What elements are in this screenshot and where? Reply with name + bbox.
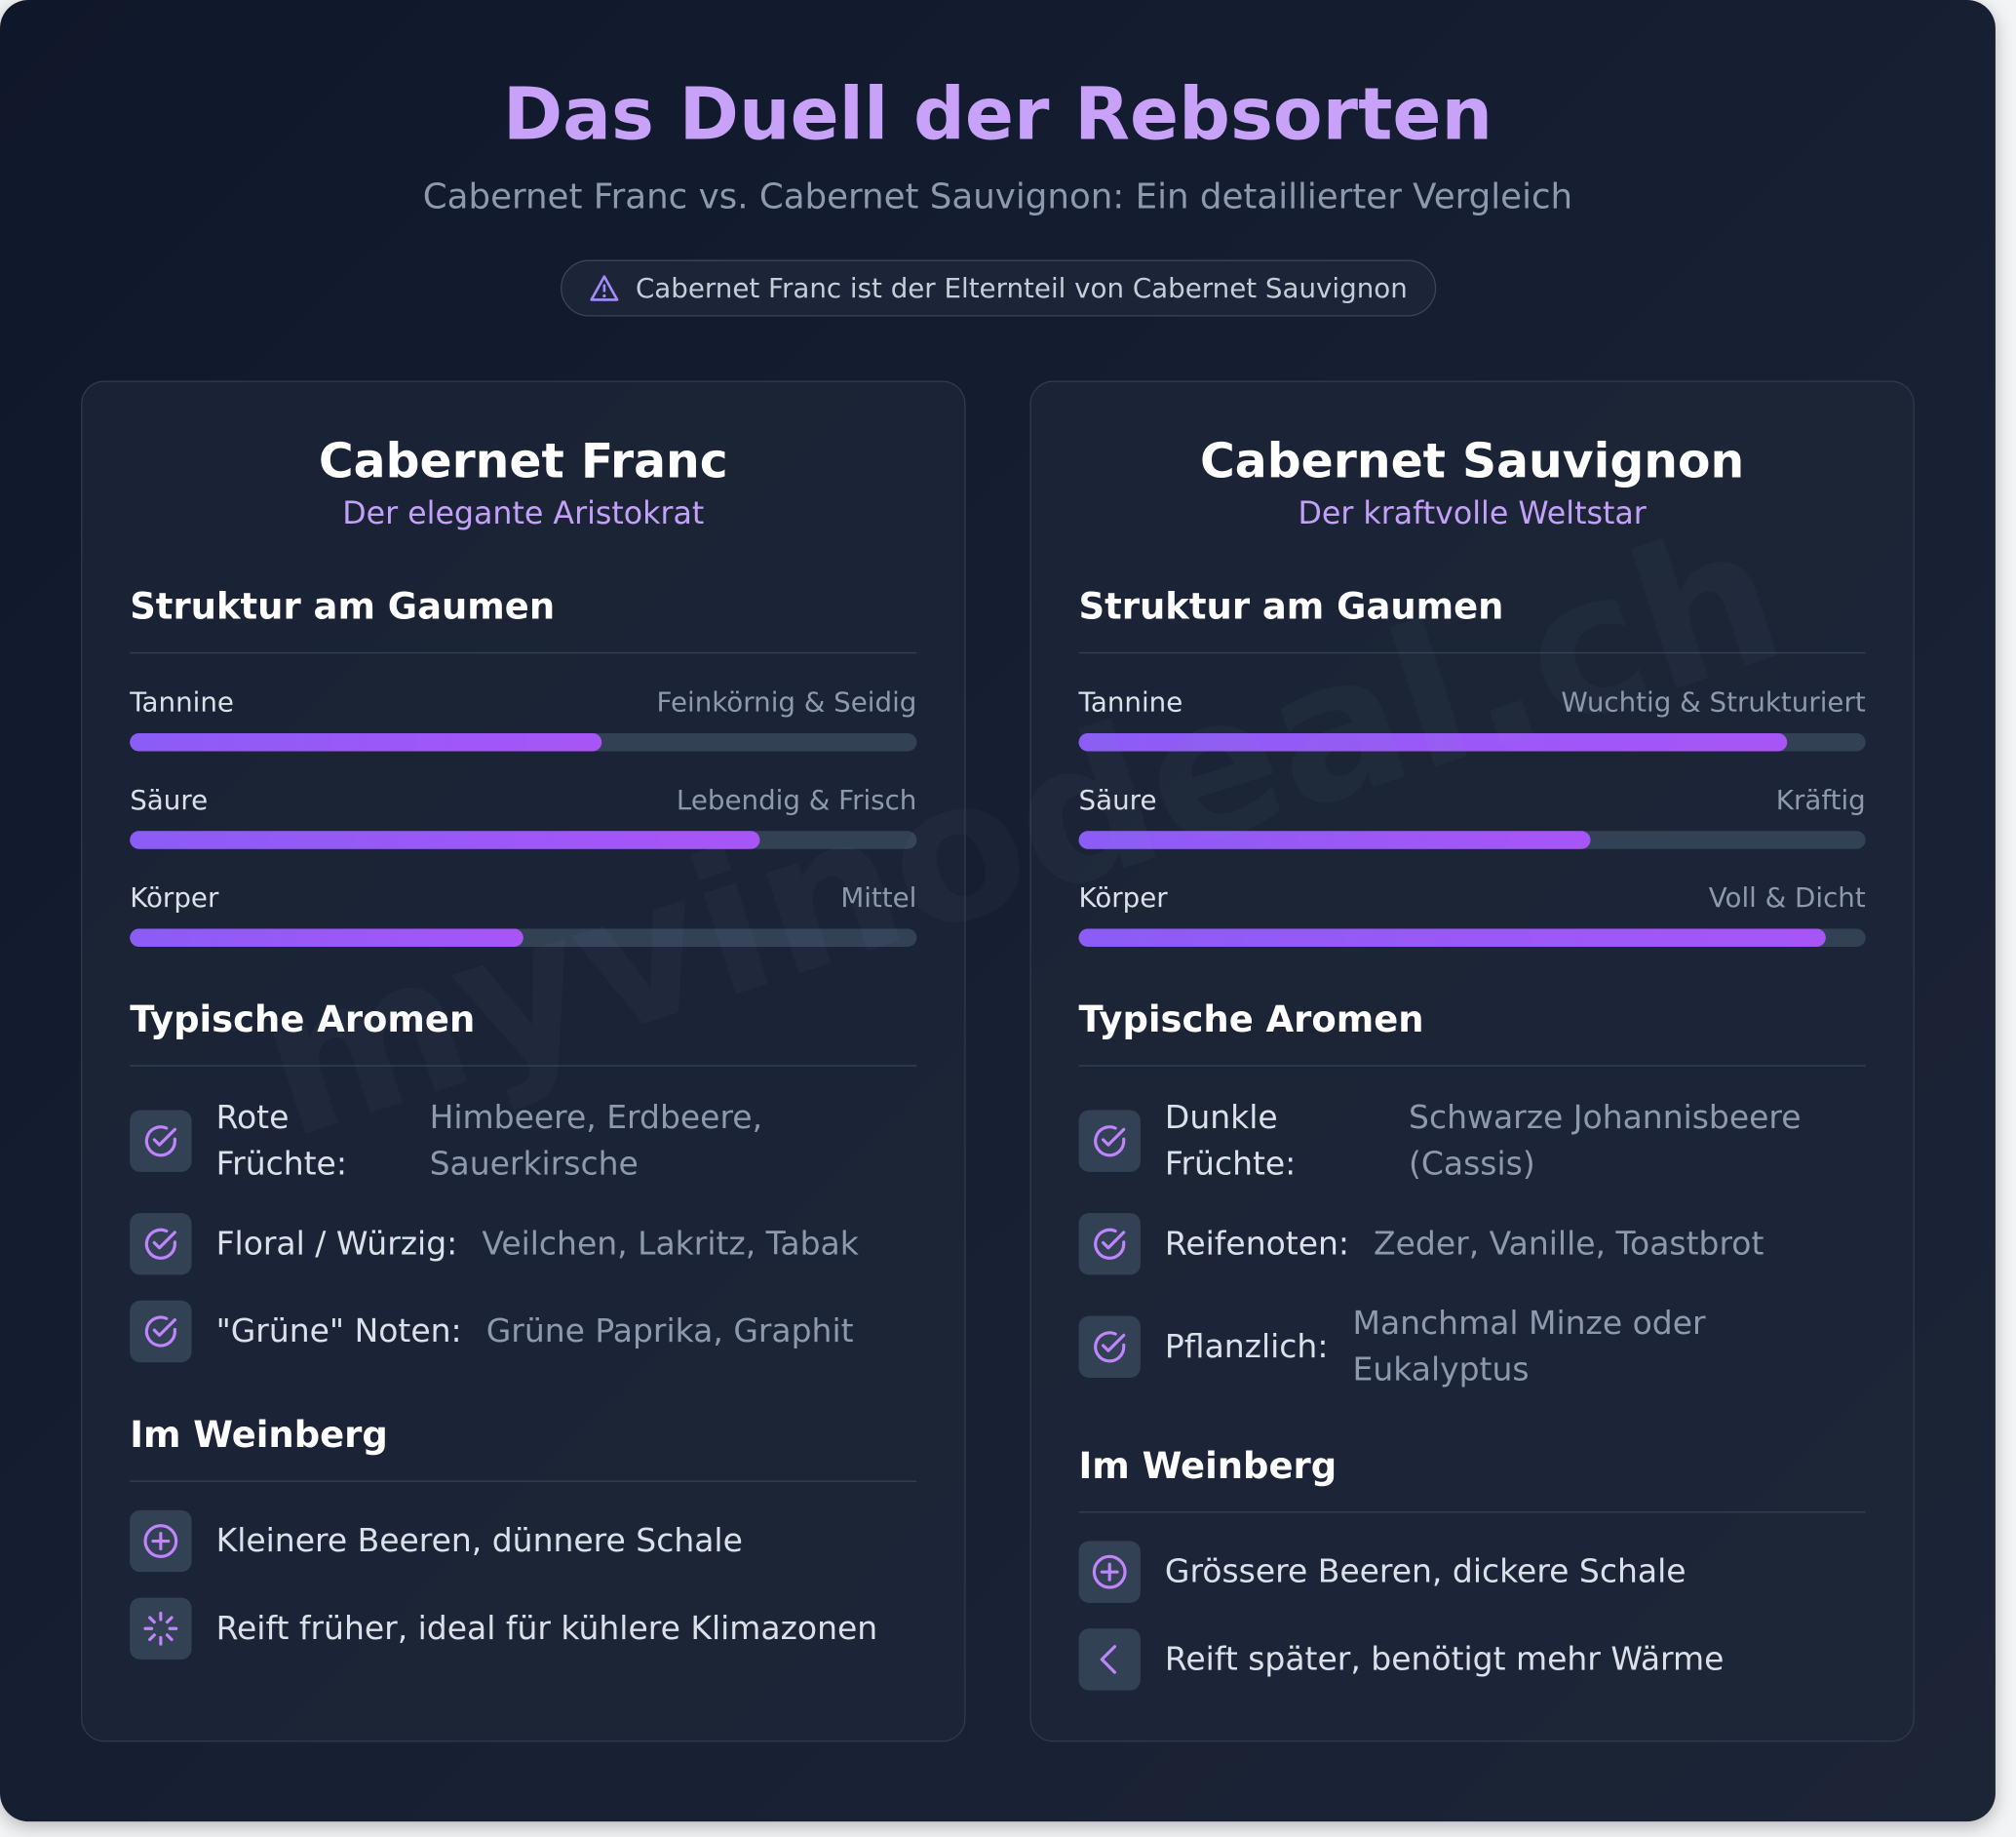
vineyard-text: Reift früher, ideal für kühlere Klimazon… [215,1609,878,1647]
variety-tagline: Der kraftvolle Weltstar [1298,494,1647,531]
check-icon [1078,1315,1141,1378]
structure-row: Körper Voll & Dicht [1078,879,1866,948]
aroma-label: "Grüne" Noten: [215,1311,462,1349]
structure-description: Kräftig [1775,784,1866,816]
aroma-text: Manchmal Minze oder Eukalyptus [1352,1304,1706,1388]
variety-card: Cabernet Franc Der elegante Aristokrat Str… [81,380,966,1742]
vineyard-item: Grössere Beeren, dickere Schale [1078,1541,1866,1603]
variety-name: Cabernet Franc [318,433,728,489]
bar-fill [1078,831,1591,849]
aroma-item: Pflanzlich: Manchmal Minze oder Eukalyptu… [1078,1301,1866,1393]
section-heading: Struktur am Gaumen [130,587,917,654]
bar-fill [1078,733,1788,752]
aroma-text: Grüne Paprika, Graphit [485,1311,854,1349]
vineyard-text: Grössere Beeren, dickere Schale [1164,1552,1686,1590]
structure-row: Säure Lebendig & Frisch [130,782,916,849]
vineyard-icon [1078,1541,1141,1603]
aroma-text: Zeder, Vanille, Toastbrot [1374,1224,1764,1263]
variety-name: Cabernet Sauvignon [1199,433,1745,489]
check-icon [130,1110,192,1172]
warning-icon [590,275,619,301]
bar-track [1078,831,1866,849]
section-heading: Im Weinberg [1078,1447,1866,1513]
note-text: Cabernet Franc ist der Elternteil von Ca… [635,272,1408,304]
bar-fill [130,928,523,948]
bar-fill [130,733,602,752]
structure-description: Mittel [840,882,917,914]
aroma-item: Dunkle Früchte: Schwarze Johannisbeere (C… [1078,1095,1866,1188]
bar-fill [1078,928,1827,948]
bar-track [1078,733,1866,752]
aroma-item: Floral / Würzig: Veilchen, Lakritz, Tabak [130,1213,916,1275]
section-heading: Im Weinberg [130,1416,917,1482]
structure-row: Tannine Wuchtig & Strukturiert [1078,684,1866,752]
bar-track [130,928,917,948]
structure-label: Tannine [130,686,234,719]
structure-row: Säure Kräftig [1078,782,1866,849]
vineyard-item: Kleinere Beeren, dünnere Schale [130,1509,916,1573]
structure-description: Wuchtig & Strukturiert [1561,686,1866,719]
structure-description: Lebendig & Frisch [676,784,917,816]
aroma-item: "Grüne" Noten: Grüne Paprika, Graphit [130,1300,916,1363]
aroma-item: Reifenoten: Zeder, Vanille, Toastbrot [1078,1213,1866,1275]
section-heading: Typische Aromen [130,1000,917,1067]
note-pill: Cabernet Franc ist der Elternteil von Ca… [561,259,1437,317]
structure-labels: Tannine Wuchtig & Strukturiert [1079,684,1866,721]
aroma-text: Schwarze Johannisbeere (Cassis) [1409,1098,1802,1183]
bar-track [1078,928,1866,948]
structure-labels: Säure Lebendig & Frisch [130,782,916,818]
bar-track [130,831,917,849]
section-heading: Struktur am Gaumen [1078,587,1866,654]
check-icon [1078,1110,1141,1172]
structure-description: Voll & Dicht [1708,882,1866,914]
check-icon [130,1213,192,1275]
title: Das Duell der Rebsorten [502,73,1493,157]
structure-labels: Tannine Feinkörnig & Seidig [130,684,916,721]
aroma-item: Rote Früchte: Himbeere, Erdbeere, Sauerki… [130,1095,916,1188]
vineyard-icon [130,1597,192,1660]
bar-fill [130,831,759,849]
section-heading: Typische Aromen [1078,1000,1866,1067]
structure-description: Feinkörnig & Seidig [656,686,917,719]
structure-row: Tannine Feinkörnig & Seidig [130,684,916,752]
vineyard-item: Reift früher, ideal für kühlere Klimazon… [130,1597,916,1660]
aroma-text: Veilchen, Lakritz, Tabak [482,1224,859,1263]
aroma-label: Reifenoten: [1164,1224,1350,1263]
vineyard-icon [130,1509,192,1573]
aroma-label: Pflanzlich: [1164,1327,1329,1365]
aroma-text: Himbeere, Erdbeere, Sauerkirsche [429,1098,763,1183]
check-icon [130,1300,192,1363]
structure-labels: Körper Mittel [130,879,916,916]
bar-track [130,733,917,752]
aroma-label: Dunkle Früchte: [1164,1098,1297,1183]
structure-label: Tannine [1078,686,1183,719]
structure-label: Körper [130,882,219,914]
structure-labels: Säure Kräftig [1079,782,1866,818]
check-icon [1078,1213,1141,1275]
vineyard-text: Reift später, benötigt mehr Wärme [1164,1640,1725,1678]
structure-label: Säure [130,784,209,816]
variety-card: Cabernet Sauvignon Der kraftvolle Weltsta… [1029,380,1915,1742]
structure-row: Körper Mittel [130,879,917,948]
structure-label: Körper [1078,882,1168,914]
variety-tagline: Der elegante Aristokrat [342,494,705,531]
vineyard-item: Reift später, benötigt mehr Wärme [1078,1628,1866,1691]
aroma-label: Floral / Würzig: [215,1224,458,1263]
vineyard-icon [1078,1628,1141,1691]
structure-labels: Körper Voll & Dicht [1079,879,1866,916]
aroma-label: Rote Früchte: [215,1098,347,1183]
vineyard-text: Kleinere Beeren, dünnere Schale [215,1521,743,1559]
subtitle: Cabernet Franc vs. Cabernet Sauvignon: E… [422,177,1573,217]
structure-label: Säure [1078,784,1157,816]
